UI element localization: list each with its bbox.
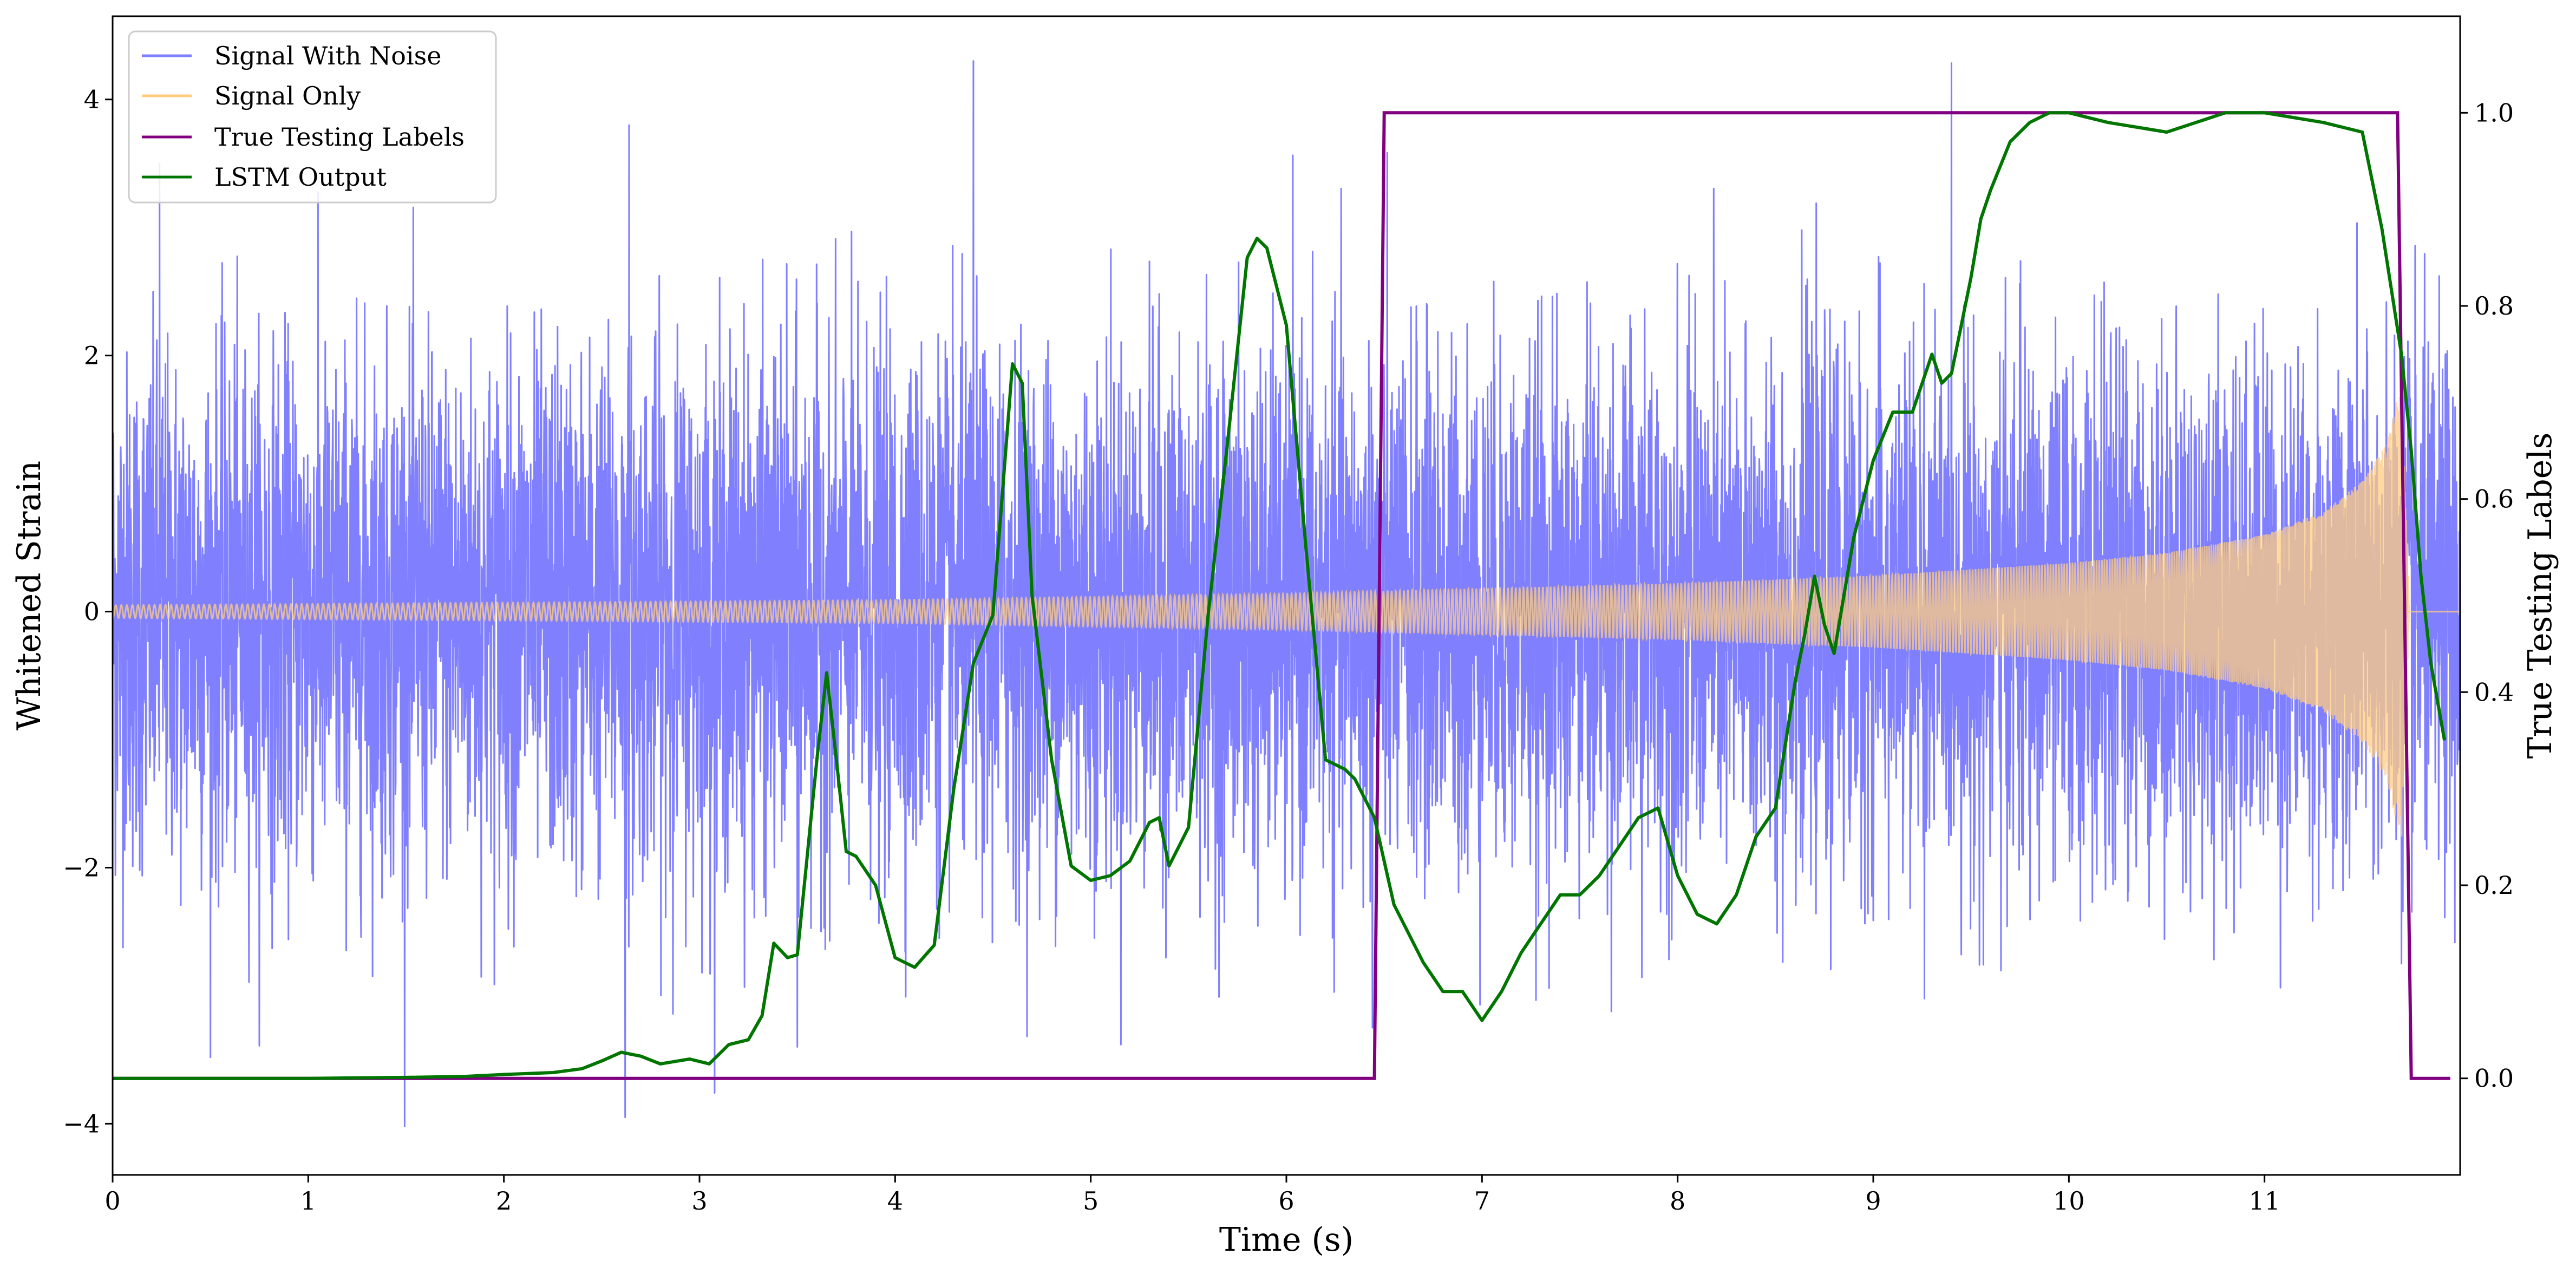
- y-right-tick-label: 1.0: [2474, 98, 2514, 127]
- y-right-axis-title: True Testing Labels: [2521, 433, 2559, 759]
- y-right-tick-label: 0.8: [2474, 291, 2514, 321]
- plot-series-layer: [113, 60, 2460, 1127]
- y-axis-title: Whitened Strain: [10, 461, 48, 730]
- x-tick-label: 1: [300, 1186, 316, 1216]
- x-tick-label: 3: [691, 1186, 707, 1216]
- y-right-tick-label: 0.4: [2474, 677, 2514, 707]
- y-tick-label: 4: [84, 85, 100, 114]
- x-tick-label: 11: [2248, 1186, 2280, 1216]
- legend-label-true-testing-labels: True Testing Labels: [214, 122, 465, 152]
- y-right-tick-label: 0.0: [2474, 1064, 2514, 1093]
- signal-with-noise-line: [113, 60, 2460, 1127]
- y-tick-label: −4: [63, 1109, 100, 1138]
- x-tick-label: 2: [496, 1186, 512, 1216]
- x-tick-label: 7: [1474, 1186, 1490, 1216]
- x-tick-label: 8: [1670, 1186, 1685, 1216]
- legend-label-lstm-output: LSTM Output: [214, 162, 387, 192]
- x-tick-label: 0: [104, 1186, 120, 1216]
- y-right-tick-label: 0.2: [2474, 871, 2514, 900]
- x-tick-label: 5: [1083, 1186, 1099, 1216]
- y-tick-label: −2: [63, 853, 100, 882]
- x-tick-label: 4: [887, 1186, 903, 1216]
- lstm-output-line: [113, 111, 2447, 1080]
- signal-only-line: [113, 385, 2460, 837]
- y-right-tick-label: 0.6: [2474, 485, 2514, 514]
- y-right-axis-ticks: 0.0 0.2 0.4 0.6 0.8 1.0: [2460, 98, 2514, 1093]
- legend-label-signal-with-noise: Signal With Noise: [214, 41, 441, 70]
- x-axis-ticks: 0 1 2 3 4 5 6 7 8 9 10 11: [104, 1175, 2280, 1216]
- x-tick-label: 10: [2053, 1186, 2085, 1216]
- y-tick-label: 0: [84, 597, 100, 626]
- x-tick-label: 9: [1865, 1186, 1881, 1216]
- legend-label-signal-only: Signal Only: [214, 81, 361, 110]
- true-testing-labels-line: [113, 111, 2450, 1080]
- legend: Signal With Noise Signal Only True Testi…: [128, 30, 497, 204]
- y-tick-label: 2: [84, 341, 100, 370]
- y-axis-ticks: −4 −2 0 2 4: [63, 85, 113, 1138]
- legend-box: [128, 30, 497, 204]
- x-axis-title: Time (s): [1219, 1221, 1354, 1259]
- x-tick-label: 6: [1278, 1186, 1294, 1216]
